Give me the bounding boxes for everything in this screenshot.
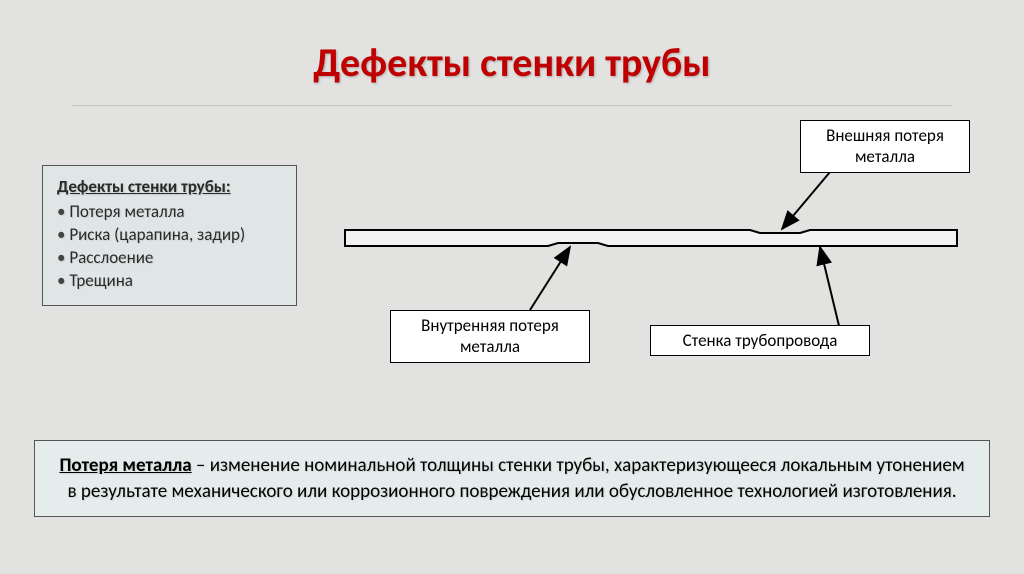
annotation-line: Стенка трубопровода	[683, 330, 838, 351]
legend-heading: Дефекты стенки трубы:	[57, 176, 284, 197]
list-item: Расслоение	[57, 247, 284, 270]
list-item: Риска (царапина, задир)	[57, 224, 284, 247]
arrow-wall	[820, 247, 840, 330]
list-item: Трещина	[57, 270, 284, 293]
annotation-wall: Стенка трубопровода	[650, 325, 870, 356]
annotation-line: металла	[855, 146, 915, 167]
title-divider	[72, 105, 952, 106]
pipe-wall-shape	[345, 230, 957, 246]
definition-term: Потеря металла	[59, 454, 191, 477]
defects-legend: Дефекты стенки трубы: Потеря металла Рис…	[42, 165, 297, 306]
annotation-line: металла	[460, 336, 520, 357]
pipe-diagram: Внешняя потеря металла Внутренняя потеря…	[330, 130, 985, 400]
legend-list: Потеря металла Риска (царапина, задир) Р…	[57, 201, 284, 293]
annotation-internal: Внутренняя потеря металла	[390, 310, 590, 363]
arrow-external	[782, 172, 830, 229]
definition-text: – изменение номинальной толщины стенки т…	[67, 454, 964, 503]
arrow-internal	[530, 247, 570, 310]
annotation-line: Внешняя потеря	[826, 125, 944, 146]
annotation-line: Внутренняя потеря	[421, 315, 559, 336]
definition-box: Потеря металла – изменение номинальной т…	[34, 440, 990, 517]
list-item: Потеря металла	[57, 201, 284, 224]
annotation-external: Внешняя потеря металла	[800, 120, 970, 173]
page-title: Дефекты стенки трубы	[0, 0, 1024, 87]
